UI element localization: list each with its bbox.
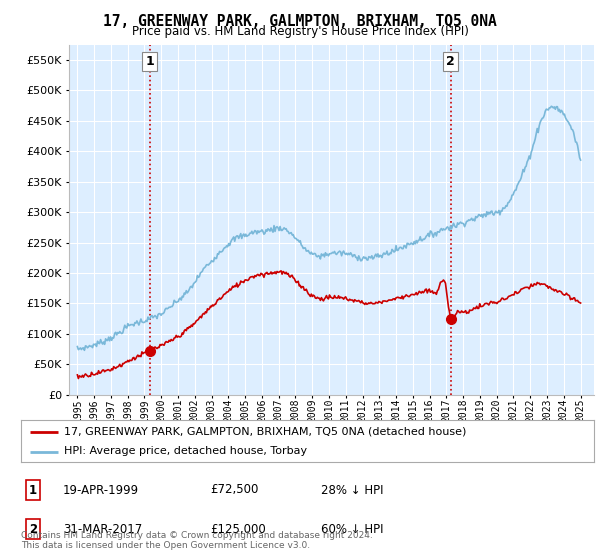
- Text: 31-MAR-2017: 31-MAR-2017: [63, 522, 142, 536]
- Text: £72,500: £72,500: [210, 483, 259, 497]
- Text: 1: 1: [29, 483, 37, 497]
- Text: 1: 1: [145, 55, 154, 68]
- Text: 19-APR-1999: 19-APR-1999: [63, 483, 139, 497]
- Text: 17, GREENWAY PARK, GALMPTON, BRIXHAM, TQ5 0NA (detached house): 17, GREENWAY PARK, GALMPTON, BRIXHAM, TQ…: [64, 427, 466, 437]
- Text: HPI: Average price, detached house, Torbay: HPI: Average price, detached house, Torb…: [64, 446, 307, 456]
- Text: 28% ↓ HPI: 28% ↓ HPI: [321, 483, 383, 497]
- Text: Price paid vs. HM Land Registry's House Price Index (HPI): Price paid vs. HM Land Registry's House …: [131, 25, 469, 38]
- Text: 17, GREENWAY PARK, GALMPTON, BRIXHAM, TQ5 0NA: 17, GREENWAY PARK, GALMPTON, BRIXHAM, TQ…: [103, 14, 497, 29]
- Text: 2: 2: [29, 522, 37, 536]
- Text: 2: 2: [446, 55, 455, 68]
- Text: Contains HM Land Registry data © Crown copyright and database right 2024.
This d: Contains HM Land Registry data © Crown c…: [21, 530, 373, 550]
- Text: 60% ↓ HPI: 60% ↓ HPI: [321, 522, 383, 536]
- Text: £125,000: £125,000: [210, 522, 266, 536]
